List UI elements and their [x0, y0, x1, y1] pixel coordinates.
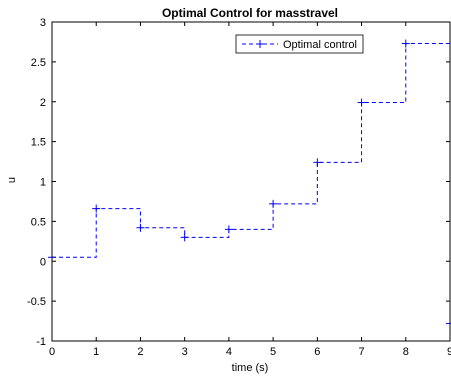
x-tick-label: 2 — [137, 346, 143, 358]
y-tick-label: 1 — [40, 177, 46, 189]
y-tick-label: 3 — [40, 17, 46, 29]
data-point-marker — [401, 39, 410, 48]
y-tick-label: 0.5 — [31, 216, 46, 228]
data-point-marker — [180, 233, 189, 242]
y-tick-label: 1.5 — [31, 137, 46, 149]
y-axis-label: u — [6, 177, 18, 183]
legend-marker — [256, 40, 264, 48]
data-point-marker — [92, 204, 101, 213]
x-axis-label: time (s) — [232, 362, 269, 374]
data-point-marker — [136, 223, 145, 232]
plot-area — [52, 22, 450, 341]
x-tick-label: 7 — [358, 346, 364, 358]
x-tick-label: 4 — [226, 346, 232, 358]
axes-box — [51, 21, 451, 342]
data-point-marker — [224, 225, 233, 234]
legend: Optimal control — [235, 34, 364, 54]
data-point-marker — [313, 158, 322, 167]
x-tick-label: 1 — [93, 346, 99, 358]
y-tick-label: -1 — [36, 336, 46, 348]
y-tick-label: -0.5 — [27, 296, 46, 308]
x-tick-label: 3 — [182, 346, 188, 358]
x-tick-label: 8 — [403, 346, 409, 358]
ticks-layer: 0 1 2 3 4 5 6 7 8 9 -1 -0.5 0 0.5 1 1.5 2 2.5 3 — [27, 17, 451, 358]
series-layer — [48, 39, 451, 328]
y-tick-label: 0 — [40, 256, 46, 268]
x-tick-label: 0 — [49, 346, 55, 358]
data-point-marker — [269, 199, 278, 208]
legend-label: Optimal control — [283, 39, 357, 51]
data-point-marker — [357, 98, 366, 107]
legend-box — [235, 34, 364, 54]
x-tick-label: 5 — [270, 346, 276, 358]
chart-title: Optimal Control for masstravel — [162, 6, 338, 20]
y-tick-label: 2 — [40, 97, 46, 109]
x-tick-label: 6 — [314, 346, 320, 358]
y-tick-label: 2.5 — [31, 57, 46, 69]
x-tick-label: 9 — [447, 346, 451, 358]
